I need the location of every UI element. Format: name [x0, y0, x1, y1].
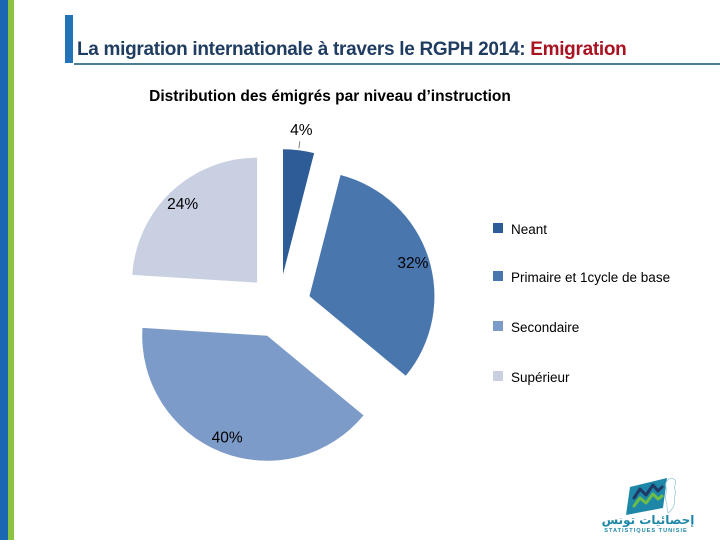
legend-item-secondaire: Secondaire — [493, 318, 671, 338]
legend-marker-secondaire — [493, 321, 503, 331]
pie-data-label-superieur: 24% — [167, 196, 198, 213]
slide-title-highlight: Emigration — [530, 39, 627, 60]
legend-label-primaire: Primaire et 1cycle de base — [511, 270, 671, 285]
pie-data-label-primaire-et-1cycle-de-base: 32% — [397, 255, 428, 272]
pie-label-leader-line — [298, 141, 301, 149]
slide-title: La migration internationale à travers le… — [77, 39, 717, 61]
pie-slice-secondaire — [142, 327, 364, 461]
legend-label-neant: Neant — [511, 222, 548, 237]
statistiques-tunisie-logo: إحصائيات تونس STATISTIQUES TUNISIE — [602, 478, 695, 534]
title-accent-bar — [65, 15, 73, 63]
logo-line-chart-green-icon — [632, 492, 664, 508]
chart-title: Distribution des émigrés par niveau d’in… — [149, 88, 511, 105]
legend-marker-superieur — [493, 371, 503, 381]
pie-slice-superieur — [132, 157, 258, 283]
logo-arabic-text: إحصائيات تونس — [602, 513, 695, 528]
logo-tunisia-map-icon — [665, 478, 677, 514]
left-border-green-stripe — [8, 0, 14, 540]
pie-data-label-secondaire: 40% — [212, 429, 243, 446]
pie-data-label-neant: 4% — [290, 122, 313, 139]
legend-label-superieur: Supérieur — [511, 370, 570, 385]
legend-label-secondaire: Secondaire — [511, 320, 580, 335]
legend-item-superieur: Supérieur — [493, 368, 671, 388]
logo-latin-text: STATISTIQUES TUNISIE — [604, 528, 688, 534]
legend-item-neant: Neant — [493, 220, 671, 240]
left-border-blue-stripe — [0, 0, 8, 540]
logo-line-chart-navy-icon — [632, 483, 664, 500]
legend-marker-primaire — [493, 271, 503, 281]
legend-marker-neant — [493, 223, 503, 233]
pie-slice-primaire-et-1cycle-de-base — [309, 175, 435, 376]
legend-item-primaire: Primaire et 1cycle de base — [493, 268, 671, 288]
slide-title-main: La migration internationale à travers le… — [77, 39, 531, 60]
pie-slice-neant — [283, 149, 315, 275]
title-underline — [74, 63, 720, 65]
